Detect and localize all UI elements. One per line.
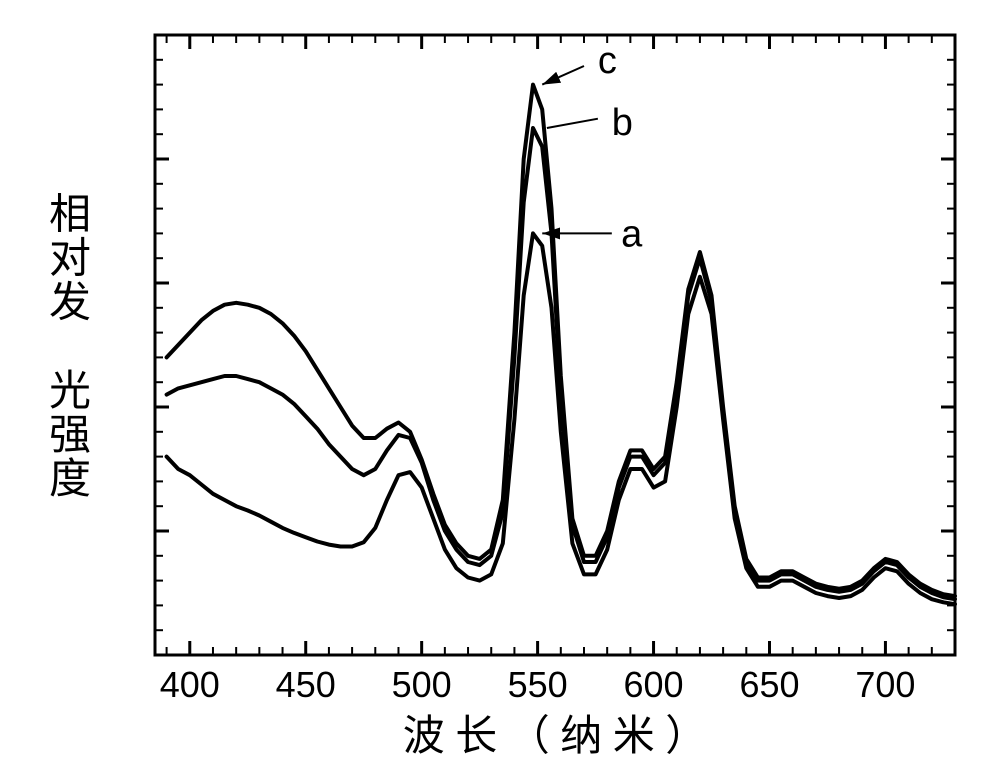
series-a (167, 233, 955, 604)
y-axis-label-char: 相 (49, 192, 91, 238)
x-tick-label: 700 (855, 664, 915, 705)
x-tick-label: 450 (276, 664, 336, 705)
annotation-leader-c (542, 66, 584, 85)
y-axis-label-char: 发 (49, 281, 91, 327)
x-tick-label: 550 (508, 664, 568, 705)
annotation-leader-b (547, 119, 598, 128)
x-tick-label: 600 (624, 664, 684, 705)
x-tick-label: 500 (392, 664, 452, 705)
x-tick-label: 650 (739, 664, 799, 705)
annotation-label-b: b (612, 102, 633, 144)
chart-svg: 400 450 500 550 600 650 700 a bc 波 长 （ 纳 米 ） 相对发 光… (0, 0, 1000, 782)
annotation-label-a: a (621, 214, 643, 256)
y-axis-label-char: 光 (49, 369, 91, 415)
y-axis-label-char: 度 (49, 457, 91, 503)
x-tick-label: 400 (160, 664, 220, 705)
series-c (167, 85, 955, 596)
y-axis-label-char: 强 (49, 413, 91, 459)
chart-container: 400 450 500 550 600 650 700 a bc 波 长 （ 纳 米 ） 相对发 光… (0, 0, 1000, 782)
annotation-label-c: c (598, 40, 617, 82)
y-axis-label-char: 对 (49, 237, 91, 283)
x-axis-label: 波 长 （ 纳 米 ） (403, 714, 708, 760)
